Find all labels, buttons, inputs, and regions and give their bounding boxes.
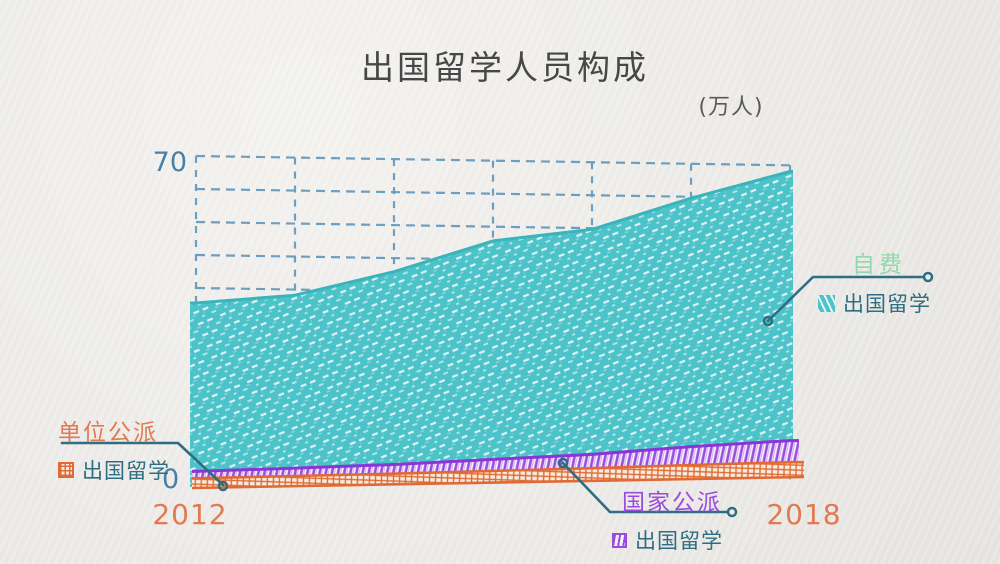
- y-axis-max-label: 70: [152, 147, 187, 178]
- area-employer-sponsored-edge: [192, 460, 804, 480]
- legend-state-sponsored: 国家公派 出国留学: [612, 483, 723, 555]
- x-axis-baseline: [191, 475, 805, 490]
- area-self-funded-edge: [190, 170, 793, 305]
- legend-self-suffix: 出国留学: [843, 292, 931, 316]
- self-funded-swatch-icon: [818, 294, 835, 312]
- area-employer-sponsored: [192, 462, 804, 489]
- legend-self-category: 自费: [852, 252, 906, 278]
- callout-employer-line: [60, 441, 225, 487]
- legend-state-suffix: 出国留学: [635, 529, 723, 553]
- x-axis-last-label: 2018: [766, 498, 842, 531]
- callout-state-line: [561, 461, 731, 514]
- y-axis-min-label: 0: [162, 464, 180, 495]
- callout-self-dot: [762, 315, 774, 327]
- callout-lines: [60, 271, 934, 518]
- callout-self-endring: [922, 271, 934, 283]
- unit-label: (万人): [698, 95, 764, 120]
- callout-state-dot: [557, 457, 569, 469]
- area-state-sponsored-edge: [192, 439, 799, 473]
- employer-sponsored-swatch-icon: [58, 462, 74, 478]
- x-axis-first-label: 2012: [152, 498, 228, 531]
- legend-employer-sponsored: 单位公派 出国留学: [58, 413, 170, 485]
- callout-self-line: [766, 275, 927, 323]
- legend-employer-suffix: 出国留学: [82, 459, 170, 483]
- chart-title: 出国留学人员构成: [361, 48, 649, 87]
- areas: [190, 170, 805, 490]
- callout-employer-dot: [217, 480, 229, 492]
- legend-state-category: 国家公派: [622, 490, 722, 516]
- state-sponsored-swatch-icon: [612, 532, 627, 548]
- legend-self-funded: 自费 出国留学: [818, 245, 931, 318]
- callout-state-endring: [726, 506, 738, 518]
- legend-employer-category: 单位公派: [58, 420, 158, 446]
- area-self-funded: [190, 171, 793, 487]
